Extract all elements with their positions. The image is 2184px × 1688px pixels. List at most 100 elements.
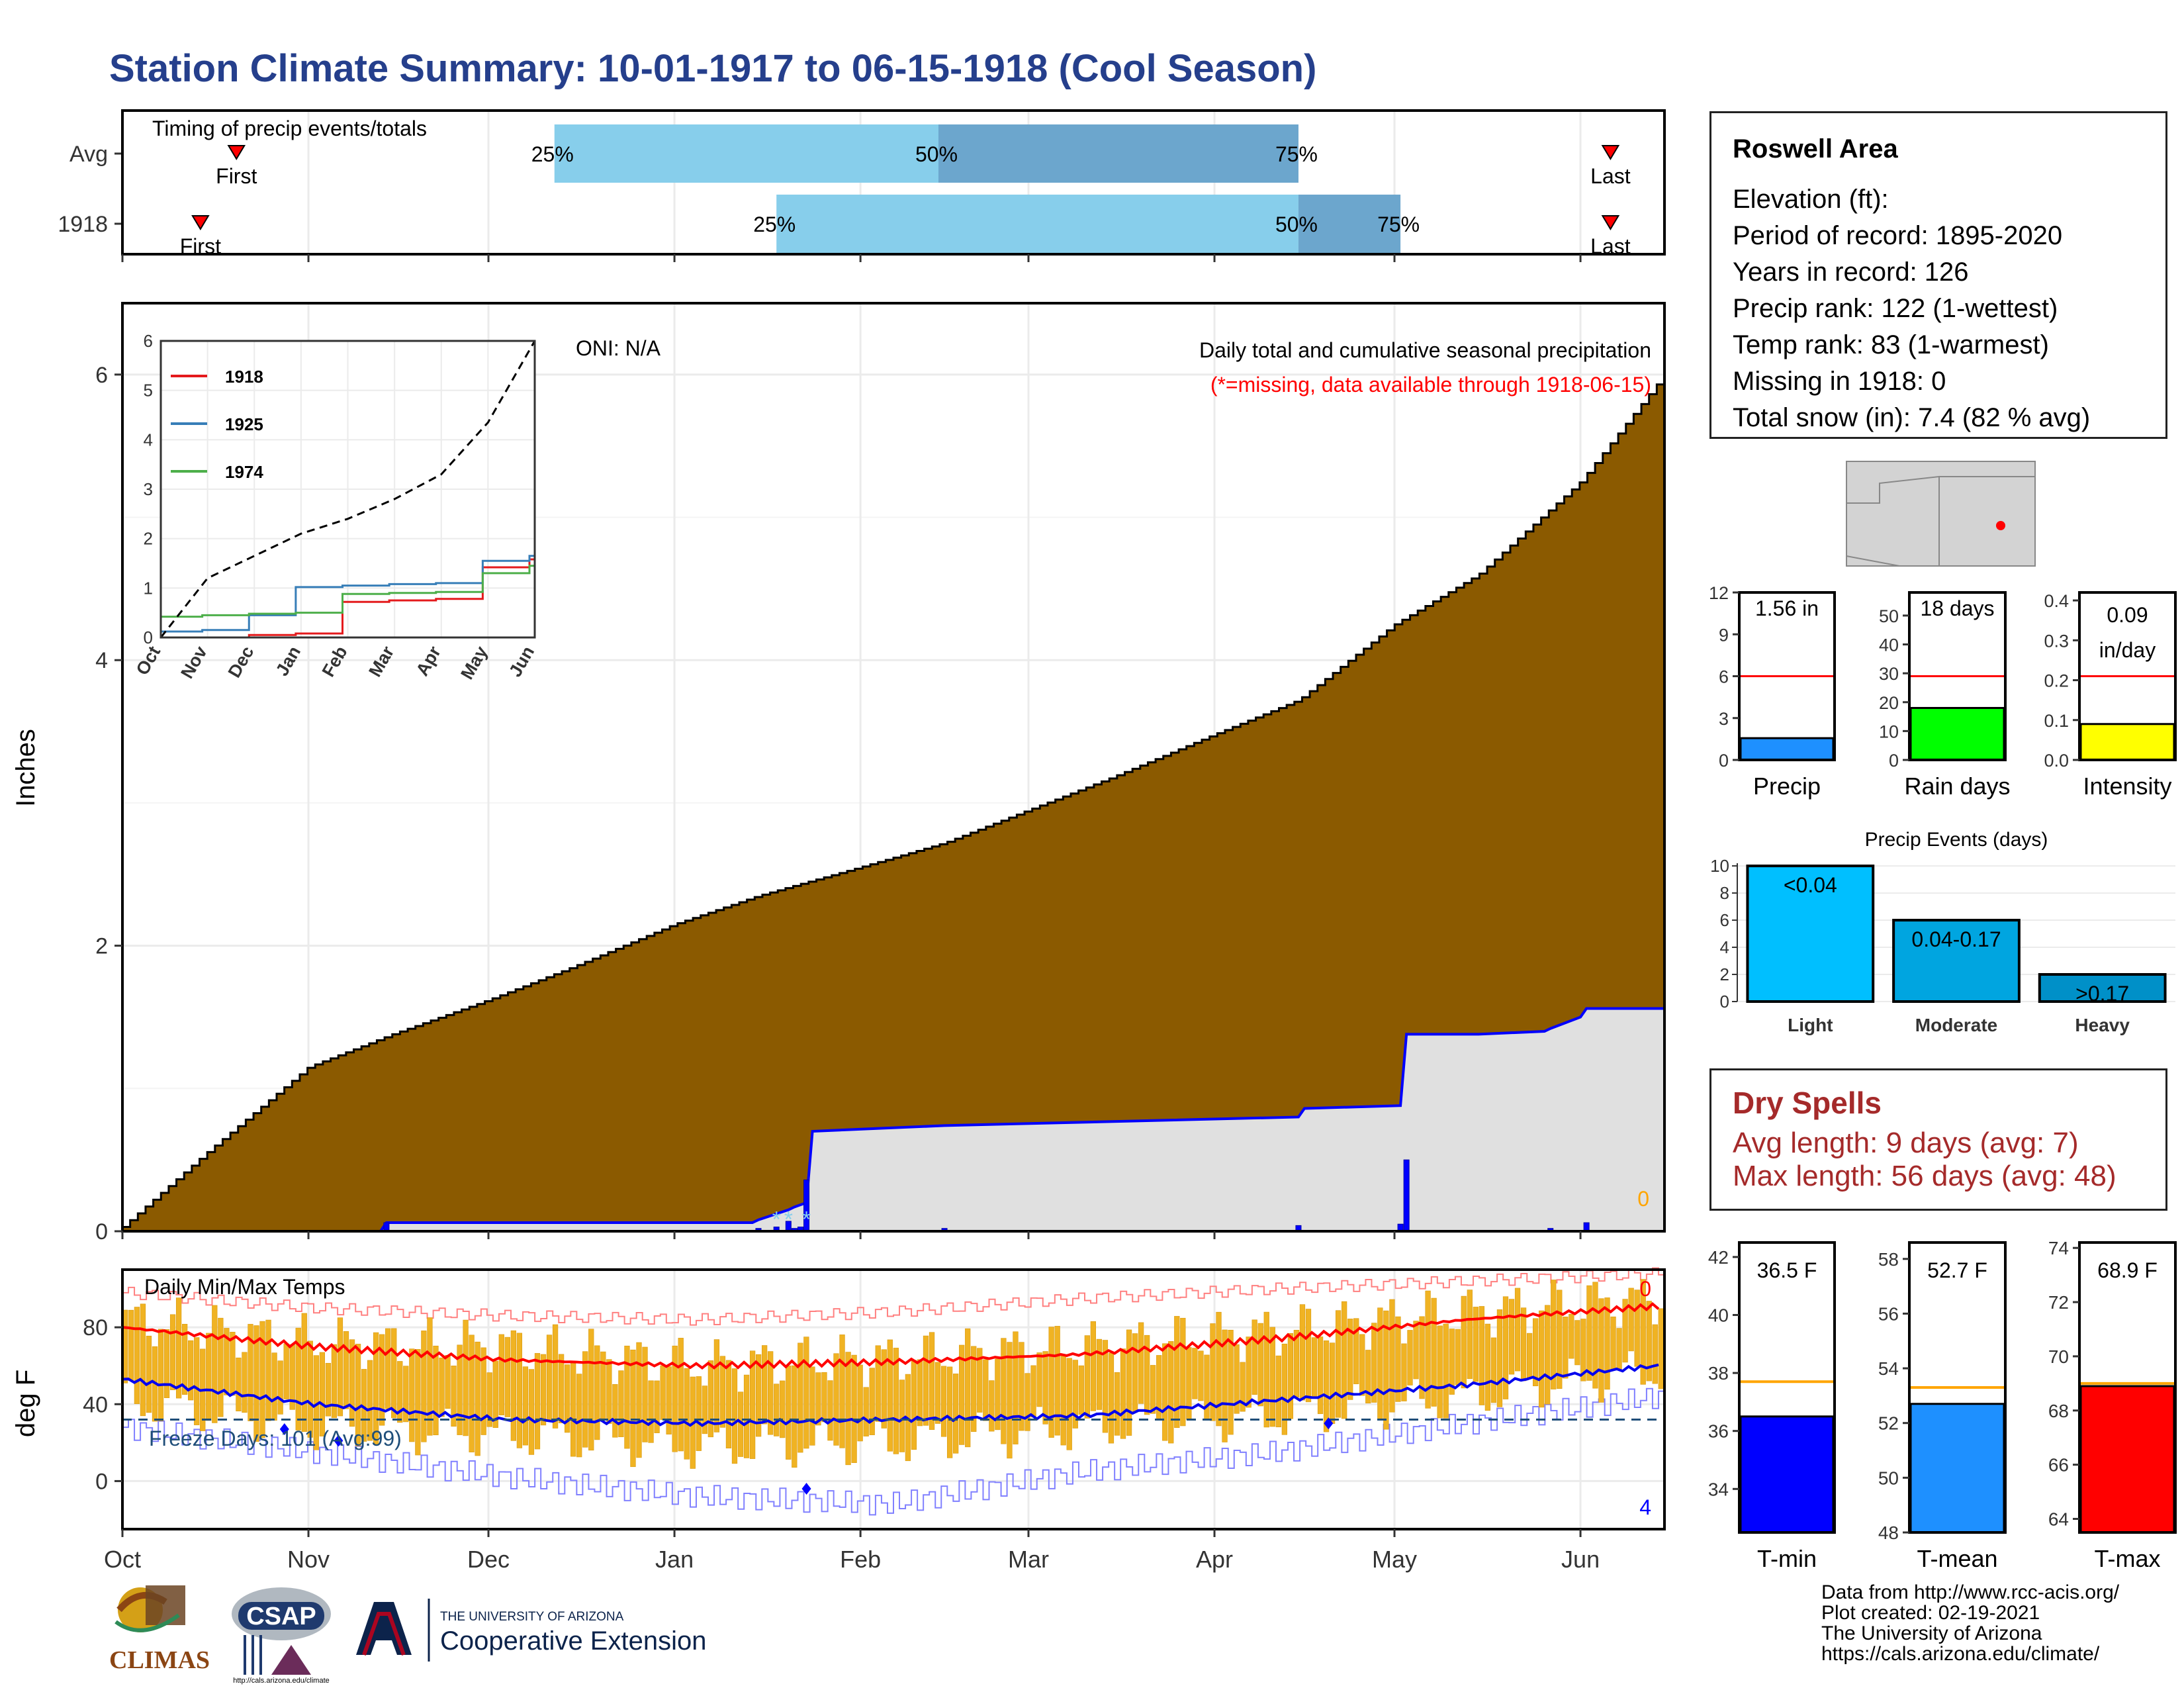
rain_days-ytick-label: 50 bbox=[1879, 606, 1899, 626]
events-bar-label-moderate: 0.04-0.17 bbox=[1911, 927, 2001, 951]
month-label-Nov: Nov bbox=[287, 1546, 330, 1573]
daily-temp-bar bbox=[1144, 1335, 1150, 1415]
daily-temp-bar bbox=[1443, 1323, 1449, 1419]
daily-temp-bar bbox=[230, 1331, 236, 1396]
daily-temp-bar bbox=[1078, 1365, 1084, 1415]
events-ytick-label: 8 bbox=[1720, 883, 1729, 903]
daily-temp-bar bbox=[253, 1325, 259, 1442]
daily-temp-bar bbox=[666, 1366, 672, 1434]
daily-temp-bar bbox=[803, 1336, 809, 1449]
temp-title: Daily Min/Max Temps bbox=[144, 1275, 345, 1299]
daily-temp-bar bbox=[1019, 1342, 1024, 1431]
daily-temp-bar bbox=[678, 1338, 684, 1452]
daily-temp-bar bbox=[480, 1347, 486, 1435]
daily-temp-bar bbox=[534, 1353, 541, 1450]
tmax-value-text: 68.9 F bbox=[2097, 1258, 2158, 1282]
tmax-bar bbox=[2079, 1385, 2175, 1534]
month-label-Apr: Apr bbox=[1196, 1546, 1233, 1573]
rain_days-border bbox=[1908, 591, 2007, 761]
daily-temp-bar bbox=[325, 1363, 332, 1417]
timing-label-q50: 50% bbox=[1275, 212, 1318, 236]
daily-temp-bar bbox=[1132, 1333, 1138, 1412]
daily-temp-bar bbox=[1234, 1344, 1240, 1414]
info-years: Years in record: 126 bbox=[1733, 258, 1969, 287]
daily-temp-bar bbox=[1431, 1297, 1437, 1407]
record-day-marker bbox=[801, 1483, 811, 1495]
daily-temp-bar bbox=[522, 1366, 529, 1446]
rain_days-value-text: 18 days bbox=[1920, 596, 1994, 620]
daily-temp-bar bbox=[845, 1352, 851, 1466]
precip_total-label: Precip bbox=[1753, 773, 1821, 800]
daily-temp-bar bbox=[1030, 1365, 1036, 1418]
precip-ytick-label: 0 bbox=[95, 1219, 108, 1244]
inset-legend-label-1974: 1974 bbox=[225, 462, 263, 482]
daily-temp-bar bbox=[654, 1380, 660, 1433]
tmax-ytick-label: 66 bbox=[2048, 1455, 2069, 1476]
obs-cumulative-area bbox=[122, 1008, 1664, 1231]
daily-temp-bar bbox=[887, 1339, 893, 1452]
timing-label-q75: 75% bbox=[1275, 142, 1318, 166]
daily-temp-bar bbox=[839, 1335, 845, 1448]
tmin-value-text: 36.5 F bbox=[1757, 1258, 1817, 1282]
daily-temp-bar bbox=[1353, 1318, 1359, 1384]
daily-temp-bar bbox=[1658, 1308, 1664, 1389]
daily-temp-bar bbox=[1359, 1334, 1365, 1396]
daily-temp-bar bbox=[827, 1380, 833, 1441]
daily-temp-bar bbox=[1419, 1316, 1425, 1399]
intensity-ytick-label: 0.0 bbox=[2044, 751, 2069, 771]
daily-temp-bar bbox=[463, 1319, 469, 1436]
daily-temp-bar bbox=[1342, 1301, 1347, 1419]
oni-label: ONI: N/A bbox=[576, 336, 661, 360]
daily-temp-bar bbox=[373, 1332, 379, 1445]
daily-temp-bar bbox=[224, 1328, 230, 1395]
dry-spells-box: Dry Spells Avg length: 9 days (avg: 7) M… bbox=[1709, 1068, 2167, 1211]
daily-temp-bar bbox=[1323, 1340, 1330, 1432]
daily-temp-bar bbox=[893, 1348, 899, 1454]
daily-temp-bar bbox=[642, 1346, 648, 1442]
events-bar-label-light: <0.04 bbox=[1784, 873, 1837, 897]
rain_days-ytick-label: 40 bbox=[1879, 635, 1899, 655]
daily-temp-bar bbox=[1514, 1288, 1521, 1372]
daily-temp-bar bbox=[1628, 1288, 1634, 1352]
month-label-May: May bbox=[1372, 1546, 1417, 1573]
daily-temp-bar bbox=[1329, 1342, 1336, 1424]
daily-temp-bar bbox=[809, 1366, 815, 1446]
events-title: Precip Events (days) bbox=[1865, 829, 2048, 851]
daily-temp-bar bbox=[923, 1335, 929, 1426]
daily-precip-bar bbox=[1403, 1159, 1410, 1232]
snow-marker: * bbox=[772, 1207, 781, 1233]
timing-bar-q50-q75 bbox=[1298, 195, 1401, 253]
daily-temp-bar bbox=[1455, 1329, 1461, 1385]
timing-label-q25: 25% bbox=[531, 142, 574, 166]
daily-temp-bar bbox=[977, 1348, 983, 1413]
avg-max-line bbox=[122, 1302, 1660, 1370]
precip_total-ytick-label: 9 bbox=[1719, 625, 1729, 645]
daily-temp-bar bbox=[965, 1328, 971, 1448]
info-temp-rank: Temp rank: 83 (1-warmest) bbox=[1733, 330, 2049, 359]
daily-temp-bar bbox=[1347, 1319, 1353, 1400]
intensity-ytick-label: 0.4 bbox=[2044, 591, 2069, 611]
month-label-Jun: Jun bbox=[1561, 1546, 1600, 1573]
daily-temp-bar bbox=[1246, 1336, 1251, 1408]
daily-temp-bar bbox=[1275, 1355, 1281, 1428]
daily-temp-bar bbox=[1305, 1309, 1312, 1403]
daily-temp-bar bbox=[612, 1384, 618, 1438]
inset-border bbox=[159, 340, 536, 639]
info-missing: Missing in 1918: 0 bbox=[1733, 367, 1946, 396]
daily-temp-bar bbox=[409, 1348, 415, 1442]
snow-marker: * bbox=[784, 1207, 793, 1233]
page-title: Station Climate Summary: 10-01-1917 to 0… bbox=[109, 47, 1317, 90]
events-bar-heavy bbox=[2038, 973, 2167, 1004]
precip_total-ytick-label: 3 bbox=[1719, 709, 1729, 729]
daily-temp-bar bbox=[367, 1360, 373, 1441]
daily-temp-bar bbox=[206, 1333, 212, 1421]
daily-temp-bar bbox=[319, 1352, 325, 1436]
daily-temp-bar bbox=[989, 1380, 995, 1432]
daily-temp-bar bbox=[702, 1385, 707, 1434]
daily-temp-bar bbox=[792, 1365, 797, 1468]
temp-ytick-label: 40 bbox=[83, 1392, 108, 1417]
daily-temp-bar bbox=[1484, 1323, 1491, 1411]
daily-temp-bar bbox=[1311, 1337, 1318, 1397]
daily-temp-bar bbox=[1048, 1327, 1054, 1438]
